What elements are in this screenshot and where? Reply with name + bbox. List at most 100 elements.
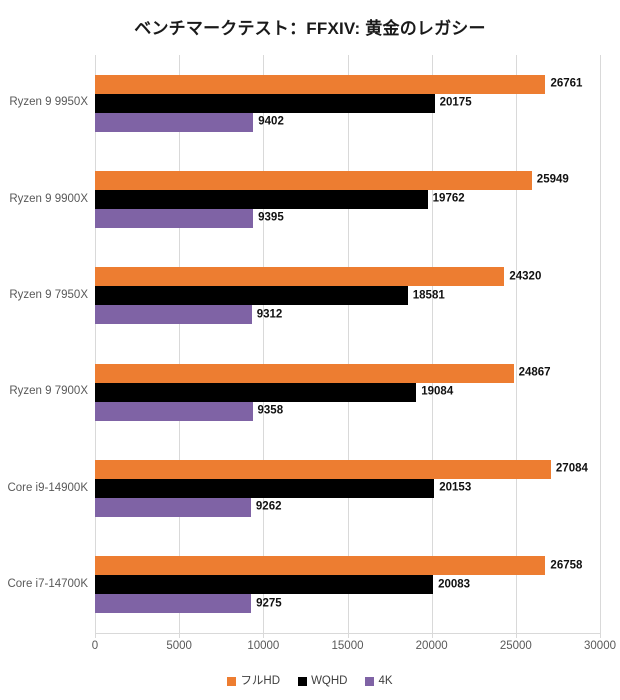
x-tick-mark [600,633,601,638]
bar-group: 25949 19762 9395 [95,151,600,247]
bar[interactable] [95,497,251,517]
bar-value-label: 9395 [258,211,284,224]
bar-value-label: 19084 [421,385,454,398]
legend-label: 4K [378,675,393,687]
x-tick-mark [347,633,349,638]
category-label: Core i7-14700K [7,577,88,590]
legend-label: フルHD [240,675,281,687]
bar-row: 27084 [95,459,600,479]
legend-item[interactable]: 4K [365,675,393,688]
bar[interactable] [95,556,546,576]
legend-label: WQHD [311,675,348,687]
legend-item[interactable]: WQHD [298,675,348,688]
gridline [431,55,433,633]
category-label: Ryzen 9 9900X [9,192,88,205]
bar-value-label: 24867 [518,366,551,379]
legend-swatch-icon [365,677,375,687]
bar-row: 26761 [95,74,600,94]
bar[interactable] [95,170,532,190]
bar-value-label: 9275 [256,597,282,610]
bar-row: 9312 [95,305,600,325]
bar[interactable] [95,401,253,421]
bar[interactable] [95,478,435,498]
bar-row: 26758 [95,556,600,576]
category-label: Core i9-14900K [7,481,88,494]
chart-legend: フルHD WQHD 4K [0,675,620,688]
bar-value-label: 27084 [555,462,588,475]
bar-row: 19762 [95,189,600,209]
legend-swatch-icon [227,677,237,687]
bar[interactable] [95,459,551,479]
x-tick-label: 25000 [499,640,532,652]
gridline [179,55,181,633]
plot-area: 26761 20175 9402 25949 19762 9395 24320 18581 93… [95,55,601,633]
bar[interactable] [95,286,408,306]
bar-row: 19084 [95,382,600,402]
bar-value-label: 26758 [550,559,583,572]
bar[interactable] [95,189,428,209]
gridline [515,55,517,633]
bar-row: 25949 [95,170,600,190]
bar-group: 27084 20153 9262 [95,440,600,536]
x-tick-label: 10000 [247,640,280,652]
bar-value-label: 25949 [536,173,569,186]
x-tick-mark [431,633,433,638]
gridline [600,55,601,633]
legend-swatch-icon [298,677,308,687]
bar-row: 9395 [95,208,600,228]
bar[interactable] [95,594,252,614]
bar[interactable] [95,74,546,94]
bar-value-label: 9312 [256,308,283,321]
bar[interactable] [95,208,254,228]
bar-row: 24320 [95,267,600,287]
bar-row: 9402 [95,112,600,132]
category-label: Ryzen 9 7900X [9,385,88,398]
bar[interactable] [95,575,434,595]
bar-row: 9275 [95,594,600,614]
bar[interactable] [95,112,254,132]
bar-value-label: 20175 [439,96,472,109]
x-tick-mark [179,633,181,638]
bar-group: 24320 18581 9312 [95,248,600,344]
x-tick-label: 5000 [166,640,192,652]
bar-group: 26758 20083 9275 [95,537,600,633]
bar-value-label: 26761 [550,77,583,90]
bar-row: 18581 [95,286,600,306]
bar-value-label: 9358 [257,404,284,417]
bar-value-label: 20153 [439,481,472,494]
bar[interactable] [95,382,417,402]
x-tick-mark [263,633,265,638]
bar-row: 24867 [95,363,600,383]
bar-row: 9262 [95,497,600,517]
bar-value-label: 20083 [438,578,471,591]
bar-group: 24867 19084 9358 [95,344,600,440]
bar-value-label: 19762 [432,192,465,205]
bar-row: 9358 [95,401,600,421]
bar[interactable] [95,93,435,113]
bar-value-label: 18581 [412,289,445,302]
x-tick-label: 30000 [584,640,616,652]
x-tick-mark [95,633,96,638]
bar-group: 26761 20175 9402 [95,55,600,151]
chart-title: ベンチマークテスト：FFXIV: 黄金のレガシー [134,19,486,38]
bar-value-label: 9402 [258,115,284,128]
bar-row: 20083 [95,575,600,595]
bar-value-label: 9262 [255,500,282,513]
bar[interactable] [95,305,252,325]
legend-item[interactable]: フルHD [227,675,281,688]
category-label: Ryzen 9 7950X [9,288,88,301]
x-tick-label: 15000 [331,640,364,652]
x-tick-mark [515,633,517,638]
x-tick-label: 20000 [415,640,448,652]
gridline [95,55,96,633]
gridline [347,55,349,633]
bar-value-label: 24320 [509,270,542,283]
bar[interactable] [95,363,514,383]
x-tick-label: 0 [91,640,99,652]
bar-row: 20175 [95,93,600,113]
category-label: Ryzen 9 9950X [9,96,88,109]
bar[interactable] [95,267,505,287]
gridline [263,55,265,633]
bar-row: 20153 [95,478,600,498]
